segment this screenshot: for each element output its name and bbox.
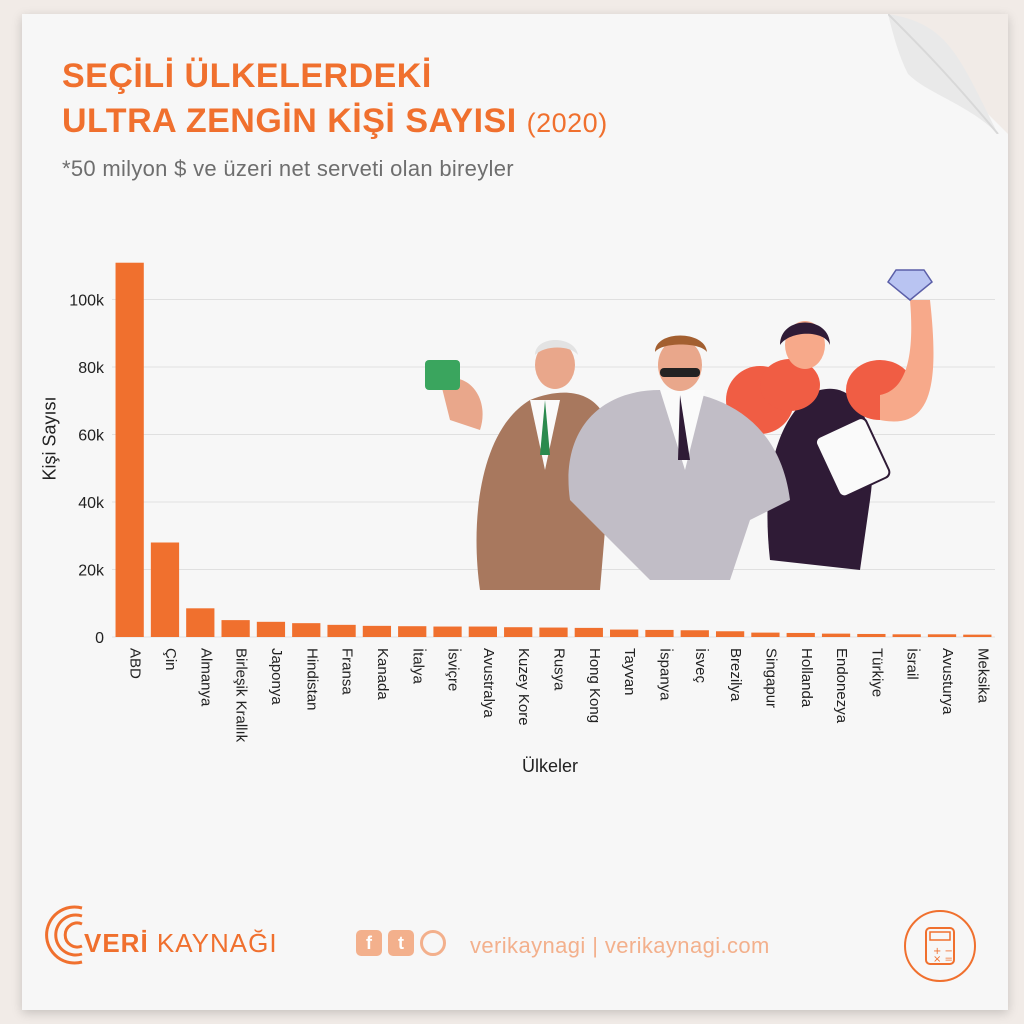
bar-3 bbox=[186, 608, 215, 637]
x-tick-label: Türkiye bbox=[868, 648, 885, 697]
calculator-icon: + − × = bbox=[904, 910, 976, 982]
x-tick-label: Brezilya bbox=[727, 648, 744, 702]
chart-subtitle: *50 milyon $ ve üzeri net serveti olan b… bbox=[62, 156, 514, 181]
page-curl-decoration bbox=[888, 14, 1008, 134]
chart-title: SEÇİLİ ÜLKELERDEKİ ULTRA ZENGİN KİŞİ SAY… bbox=[62, 54, 608, 146]
bar-24 bbox=[927, 634, 957, 637]
bar-12 bbox=[504, 627, 533, 637]
bar-8 bbox=[362, 625, 392, 637]
y-tick-label: 20k bbox=[78, 563, 105, 580]
facebook-icon[interactable]: f bbox=[356, 930, 382, 956]
brand-name-bold: VERİ bbox=[84, 928, 149, 958]
bar-14 bbox=[574, 627, 603, 637]
bar-13 bbox=[539, 627, 568, 637]
x-tick-label: Hollanda bbox=[798, 648, 815, 708]
x-tick-label: Hindistan bbox=[303, 648, 320, 711]
bar-10 bbox=[433, 626, 462, 637]
y-tick-label: 100k bbox=[69, 293, 105, 310]
bar-17 bbox=[680, 630, 709, 637]
x-tick-label: Fransa bbox=[339, 648, 356, 695]
twitter-icon[interactable]: t bbox=[388, 930, 414, 956]
x-tick-label: Almanya bbox=[197, 648, 214, 707]
social-icons: f t bbox=[356, 930, 446, 956]
bar-4 bbox=[221, 620, 250, 637]
y-tick-label: 0 bbox=[95, 630, 104, 647]
x-tick-label: ABD bbox=[127, 648, 144, 679]
brand-name: VERİ KAYNAĞI bbox=[84, 928, 278, 959]
x-axis-label: Ülkeler bbox=[521, 756, 578, 776]
x-tick-label: Meksika bbox=[974, 648, 991, 704]
bar-20 bbox=[786, 632, 815, 637]
x-tick-label: Kanada bbox=[374, 648, 391, 700]
bar-2 bbox=[150, 542, 180, 637]
brand-name-rest: KAYNAĞI bbox=[156, 928, 278, 958]
chart-title-line2: ULTRA ZENGİN KİŞİ SAYISI bbox=[62, 102, 517, 140]
x-tick-label: Endonezya bbox=[833, 648, 850, 724]
chart-bars bbox=[115, 262, 992, 637]
x-tick-label: Birleşik Krallık bbox=[233, 648, 250, 743]
bar-9 bbox=[398, 626, 427, 637]
y-tick-label: 60k bbox=[78, 428, 105, 445]
bar-15 bbox=[610, 629, 639, 637]
svg-text:× =: × = bbox=[933, 954, 953, 965]
x-tick-label: İsveç bbox=[692, 648, 710, 684]
y-tick-label: 80k bbox=[78, 360, 105, 377]
x-tick-label: Singapur bbox=[762, 648, 779, 708]
y-tick-label: 40k bbox=[78, 495, 105, 512]
x-tick-label: Avustralya bbox=[480, 648, 497, 718]
bar-1 bbox=[115, 262, 144, 637]
bar-11 bbox=[468, 626, 497, 637]
veri-kaynagi-logo-icon bbox=[45, 905, 83, 965]
svg-text:+ −: + − bbox=[933, 946, 953, 957]
y-axis-label: Kişi Sayısı bbox=[39, 396, 60, 481]
x-tick-label: İtalya bbox=[409, 648, 427, 685]
y-axis-ticks: 0 20k 40k 60k 80k 100k bbox=[69, 293, 105, 648]
bar-23 bbox=[892, 634, 921, 637]
chart-title-line1: SEÇİLİ ÜLKELERDEKİ bbox=[62, 57, 432, 95]
x-tick-label: Çin bbox=[162, 648, 179, 671]
bar-25 bbox=[963, 634, 992, 637]
x-tick-label: Kuzey Kore bbox=[515, 648, 532, 726]
bar-5 bbox=[256, 621, 286, 637]
x-tick-label: Tayvan bbox=[621, 648, 638, 696]
instagram-icon[interactable] bbox=[420, 930, 446, 956]
x-tick-label: İsrail bbox=[904, 648, 922, 680]
bar-22 bbox=[857, 633, 886, 637]
bar-19 bbox=[751, 632, 780, 637]
x-tick-label: Rusya bbox=[551, 648, 568, 691]
bar-6 bbox=[292, 623, 321, 637]
social-handle-text: verikaynagi | verikaynagi.com bbox=[470, 933, 770, 958]
bar-21 bbox=[821, 633, 851, 637]
chart-title-year: (2020) bbox=[526, 108, 608, 138]
wealthy-people-illustration bbox=[425, 269, 934, 590]
bar-18 bbox=[715, 631, 745, 637]
x-tick-label: İspanya bbox=[656, 648, 674, 701]
x-tick-label: Hong Kong bbox=[586, 648, 603, 723]
x-tick-label: İsviçre bbox=[445, 648, 463, 691]
x-tick-label: Avusturya bbox=[939, 648, 956, 715]
bar-7 bbox=[327, 624, 356, 637]
x-tick-label: Japonya bbox=[268, 648, 285, 705]
x-axis-ticks: ABD Çin Almanya Birleşik Krallık Japonya Hind… bbox=[127, 648, 992, 743]
bar-16 bbox=[645, 629, 674, 637]
